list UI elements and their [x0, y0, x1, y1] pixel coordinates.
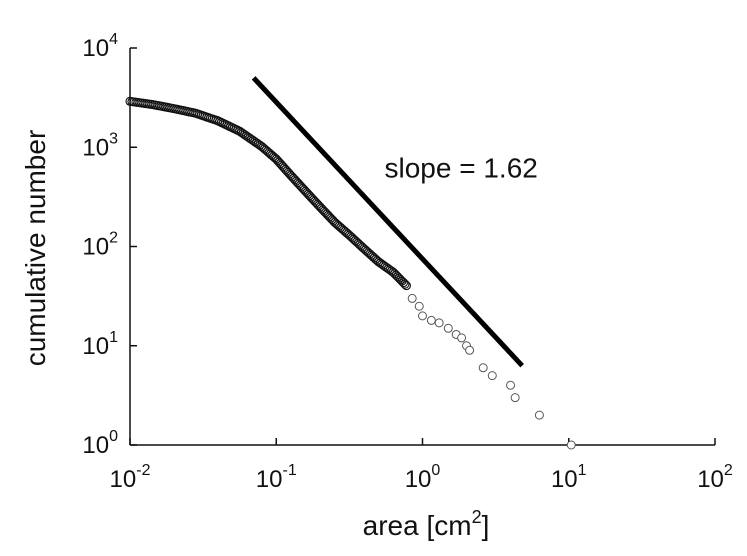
fit-line: [251, 76, 524, 368]
data-point: [401, 281, 411, 291]
data-point: [534, 410, 544, 420]
x-tick-label-base: 10: [110, 466, 137, 493]
x-tick-label-exp: 1: [578, 462, 587, 479]
y-tick-label-exp: 1: [109, 329, 118, 346]
data-point: [434, 318, 444, 328]
data-point: [418, 311, 427, 321]
y-tick-label: 101: [82, 329, 118, 360]
x-ticks: 10-2 10-1 100 101 102: [110, 438, 733, 493]
data-point: [426, 315, 436, 325]
data-point: [465, 345, 475, 355]
y-tick-label-exp: 3: [109, 130, 118, 147]
y-tick-label: 104: [82, 31, 118, 62]
data-point: [457, 333, 467, 343]
y-tick-label-base: 10: [82, 134, 109, 161]
y-tick-label: 100: [82, 428, 118, 459]
x-tick-label-exp: 2: [724, 462, 733, 479]
y-tick-label-exp: 4: [109, 31, 118, 48]
y-tick-label-base: 10: [82, 35, 109, 62]
slope-annotation: slope = 1.62: [385, 152, 538, 183]
x-tick-label: 100: [405, 462, 441, 493]
y-tick-label-base: 10: [82, 333, 109, 360]
x-tick-label-exp: 0: [431, 462, 440, 479]
data-point: [478, 363, 488, 373]
data-point: [566, 440, 576, 450]
data-point: [506, 380, 516, 390]
data-points: [125, 96, 576, 450]
x-tick-label: 101: [551, 462, 587, 493]
y-tick-label-base: 10: [82, 432, 109, 459]
data-point: [398, 278, 409, 288]
x-tick-label-base: 10: [697, 466, 724, 493]
y-tick-label-exp: 0: [109, 428, 118, 445]
data-point: [487, 371, 497, 381]
data-point: [407, 293, 417, 303]
y-axis-title: cumulative number: [20, 130, 51, 367]
x-axis-title-sup: 2: [472, 507, 482, 527]
x-tick-label-exp: -2: [136, 462, 150, 479]
y-tick-label: 103: [82, 130, 118, 161]
data-point: [414, 301, 424, 311]
x-tick-label: 10-1: [256, 462, 297, 493]
y-tick-label: 102: [82, 230, 118, 261]
x-tick-label-base: 10: [405, 466, 432, 493]
x-axis-title: area [cm2]: [363, 507, 490, 541]
x-tick-label: 10-2: [110, 462, 151, 493]
data-point: [443, 323, 453, 333]
data-point: [510, 393, 520, 403]
data-point: [400, 279, 410, 289]
x-tick-label-exp: -1: [282, 462, 296, 479]
x-tick-label: 102: [697, 462, 733, 493]
annotations: slope = 1.62: [385, 152, 538, 183]
plot-frame: [129, 48, 715, 446]
y-tick-label-exp: 2: [109, 230, 118, 247]
y-tick-label-base: 10: [82, 234, 109, 261]
x-tick-label-base: 10: [256, 466, 283, 493]
x-tick-label-base: 10: [551, 466, 578, 493]
x-axis-title-main: area [cm: [363, 510, 472, 541]
x-axis-title-suffix: ]: [482, 510, 490, 541]
